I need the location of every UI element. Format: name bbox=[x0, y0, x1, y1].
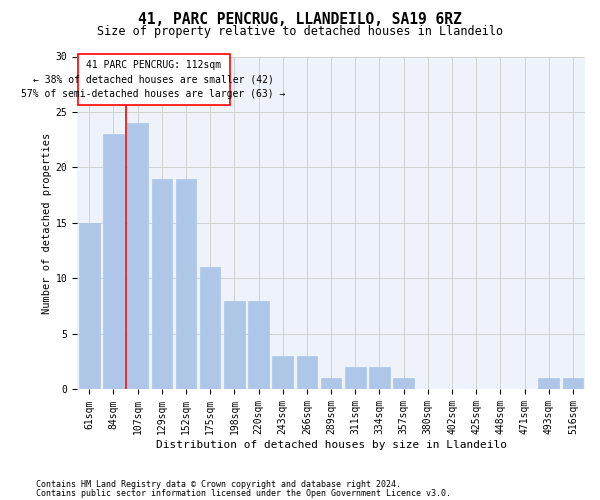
Bar bbox=[127, 123, 148, 390]
Text: Contains public sector information licensed under the Open Government Licence v3: Contains public sector information licen… bbox=[36, 489, 451, 498]
Bar bbox=[248, 300, 269, 390]
Text: ← 38% of detached houses are smaller (42): ← 38% of detached houses are smaller (42… bbox=[33, 74, 274, 85]
Text: Size of property relative to detached houses in Llandeilo: Size of property relative to detached ho… bbox=[97, 25, 503, 38]
Text: 41, PARC PENCRUG, LLANDEILO, SA19 6RZ: 41, PARC PENCRUG, LLANDEILO, SA19 6RZ bbox=[138, 12, 462, 28]
Bar bbox=[345, 368, 365, 390]
Bar bbox=[176, 178, 196, 390]
Text: 41 PARC PENCRUG: 112sqm: 41 PARC PENCRUG: 112sqm bbox=[86, 60, 221, 70]
Bar bbox=[200, 268, 220, 390]
Bar bbox=[79, 223, 100, 390]
Bar bbox=[224, 300, 245, 390]
Bar bbox=[272, 356, 293, 390]
FancyBboxPatch shape bbox=[77, 54, 230, 106]
Bar bbox=[296, 356, 317, 390]
Bar bbox=[103, 134, 124, 390]
Bar bbox=[321, 378, 341, 390]
X-axis label: Distribution of detached houses by size in Llandeilo: Distribution of detached houses by size … bbox=[155, 440, 506, 450]
Y-axis label: Number of detached properties: Number of detached properties bbox=[41, 132, 52, 314]
Bar bbox=[394, 378, 414, 390]
Bar bbox=[152, 178, 172, 390]
Text: Contains HM Land Registry data © Crown copyright and database right 2024.: Contains HM Land Registry data © Crown c… bbox=[36, 480, 401, 489]
Bar bbox=[538, 378, 559, 390]
Text: 57% of semi-detached houses are larger (63) →: 57% of semi-detached houses are larger (… bbox=[22, 88, 286, 99]
Bar bbox=[563, 378, 583, 390]
Bar bbox=[369, 368, 390, 390]
